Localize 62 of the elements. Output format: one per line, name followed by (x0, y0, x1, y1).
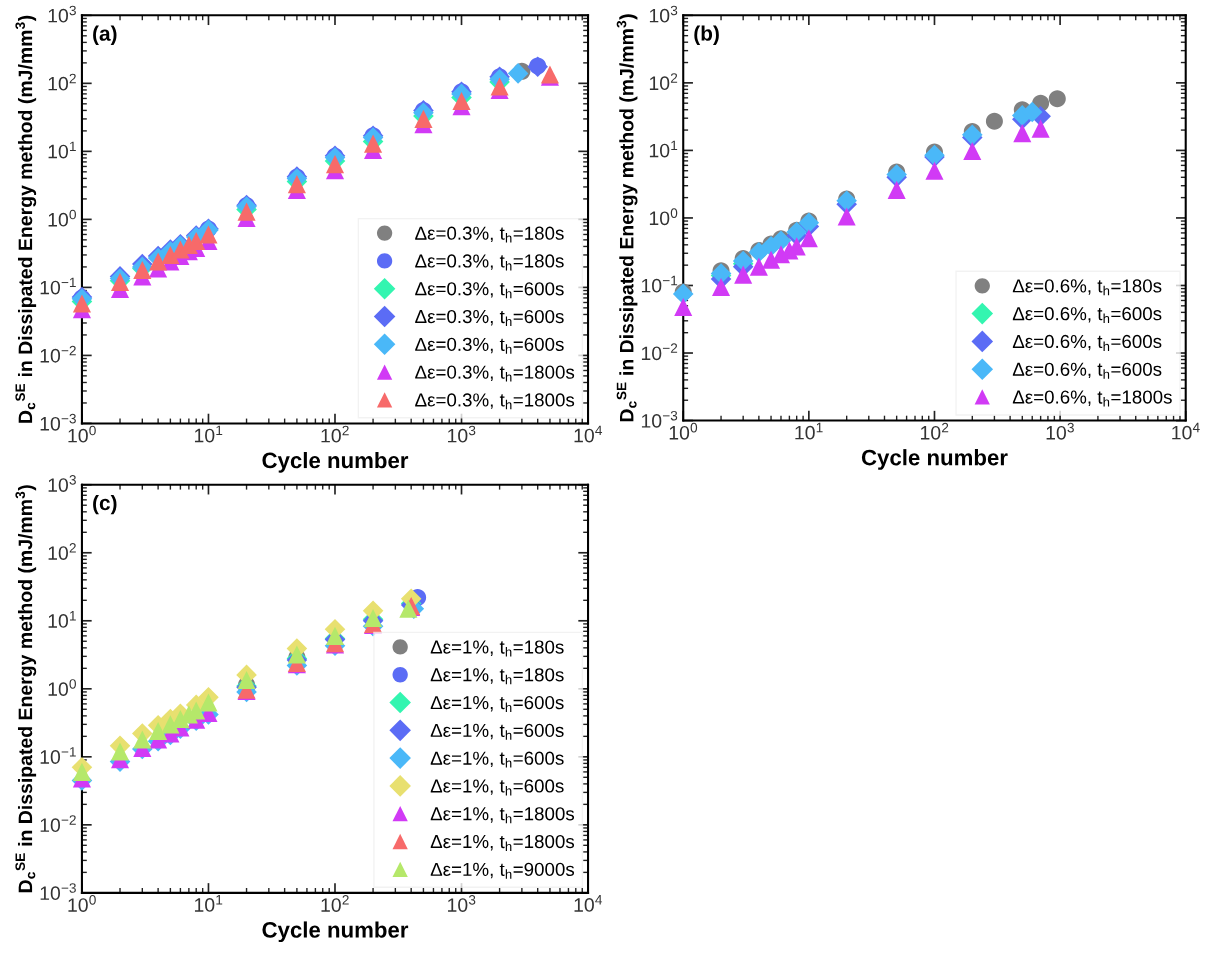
legend-label: Δε=0.3%, t$_{h}$=1800s (415, 393, 575, 410)
chart-title: (b) (694, 25, 719, 45)
x-tick-label: 10$^{2}$ (920, 422, 949, 440)
legend-label: Δε=1%, t$_{h}$=1800s (430, 834, 575, 851)
legend-label: Δε=1%, t$_{h}$=180s (430, 668, 564, 685)
x-tick-label: 10$^{3}$ (448, 425, 476, 443)
x-tick-label: 10$^{3}$ (448, 895, 476, 912)
y-tick-label: 10$^{2}$ (48, 543, 76, 560)
x-tick-label: 10$^{4}$ (574, 425, 603, 443)
legend-label: Δε=0.6%, t$_{h}$=1800s (1012, 390, 1172, 407)
legend-label: Δε=1%, t$_{h}$=600s (430, 751, 564, 768)
legend-label: Δε=1%, t$_{h}$=600s (430, 723, 564, 740)
legend-label: Δε=1%, t$_{h}$=1800s (430, 807, 575, 824)
y-tick-label: 10$^{3}$ (48, 475, 76, 492)
y-tick-label: 10$^{0}$ (48, 679, 76, 697)
legend-label: Δε=1%, t$_{h}$=9000s (430, 862, 575, 879)
x-tick-label: 10$^{0}$ (669, 422, 698, 440)
x-tick-label: 10$^{2}$ (321, 895, 349, 912)
y-axis-title: D$_{c}$$^{SE}$ in Dissipated Energy method (mJ/mm$^{3}$) (616, 14, 638, 422)
y-tick-label: 10$^{−2}$ (40, 815, 76, 833)
y-tick-label: 10$^{0}$ (48, 209, 76, 227)
legend-label: Δε=0.6%, t$_{h}$=600s (1012, 307, 1162, 324)
y-tick-label: 10$^{0}$ (649, 208, 678, 226)
x-tick-label: 10$^{1}$ (795, 422, 823, 440)
y-tick-label: 10$^{3}$ (48, 5, 76, 23)
y-tick-label: 10$^{2}$ (649, 73, 678, 91)
legend-label: Δε=0.3%, t$_{h}$=180s (415, 254, 564, 271)
legend-label: Δε=0.6%, t$_{h}$=600s (1012, 334, 1162, 351)
y-tick-label: 10$^{−1}$ (641, 275, 678, 293)
legend-label: Δε=1%, t$_{h}$=180s (430, 640, 564, 657)
y-tick-label: 10$^{−1}$ (40, 277, 76, 295)
y-axis-title: D$_{c}$$^{SE}$ in Dissipated Energy method (mJ/mm$^{3}$) (15, 15, 37, 423)
legend-label: Δε=1%, t$_{h}$=600s (430, 779, 564, 796)
x-tick-label: 10$^{3}$ (1046, 422, 1074, 440)
x-tick-label: 10$^{0}$ (68, 425, 96, 443)
y-tick-label: 10$^{−2}$ (40, 345, 76, 363)
y-tick-label: 10$^{2}$ (48, 73, 76, 91)
y-tick-label: 10$^{1}$ (48, 141, 76, 159)
x-tick-label: 10$^{1}$ (194, 895, 223, 912)
legend-label: Δε=0.3%, t$_{h}$=180s (415, 226, 564, 243)
x-axis-title: Cycle number (262, 921, 409, 943)
x-tick-label: 10$^{4}$ (574, 895, 603, 912)
chart-title: (a) (93, 25, 117, 45)
y-tick-label: 10$^{3}$ (649, 5, 678, 23)
legend-label: Δε=0.6%, t$_{h}$=600s (1012, 362, 1162, 379)
y-axis-title: D$_{c}$$^{SE}$ in Dissipated Energy method (mJ/mm$^{3}$) (15, 485, 37, 893)
legend-label: Δε=0.3%, t$_{h}$=600s (415, 337, 564, 354)
y-tick-label: 10$^{−2}$ (641, 343, 678, 361)
x-tick-label: 10$^{4}$ (1172, 422, 1200, 440)
legend-label: Δε=0.6%, t$_{h}$=180s (1012, 279, 1162, 296)
legend-label: Δε=0.3%, t$_{h}$=600s (415, 282, 564, 299)
x-tick-label: 10$^{1}$ (194, 425, 223, 443)
y-tick-label: 10$^{−1}$ (40, 747, 76, 764)
y-tick-label: 10$^{1}$ (48, 611, 76, 628)
legend-label: Δε=0.3%, t$_{h}$=1800s (415, 365, 575, 382)
legend-label: Δε=0.3%, t$_{h}$=600s (415, 309, 564, 326)
chart-title: (c) (93, 494, 117, 515)
legend-label: Δε=1%, t$_{h}$=600s (430, 695, 564, 713)
y-tick-label: 10$^{1}$ (649, 140, 678, 158)
x-axis-title: Cycle number (262, 451, 409, 473)
x-axis-title: Cycle number (861, 449, 1008, 470)
x-tick-label: 10$^{2}$ (321, 425, 349, 443)
